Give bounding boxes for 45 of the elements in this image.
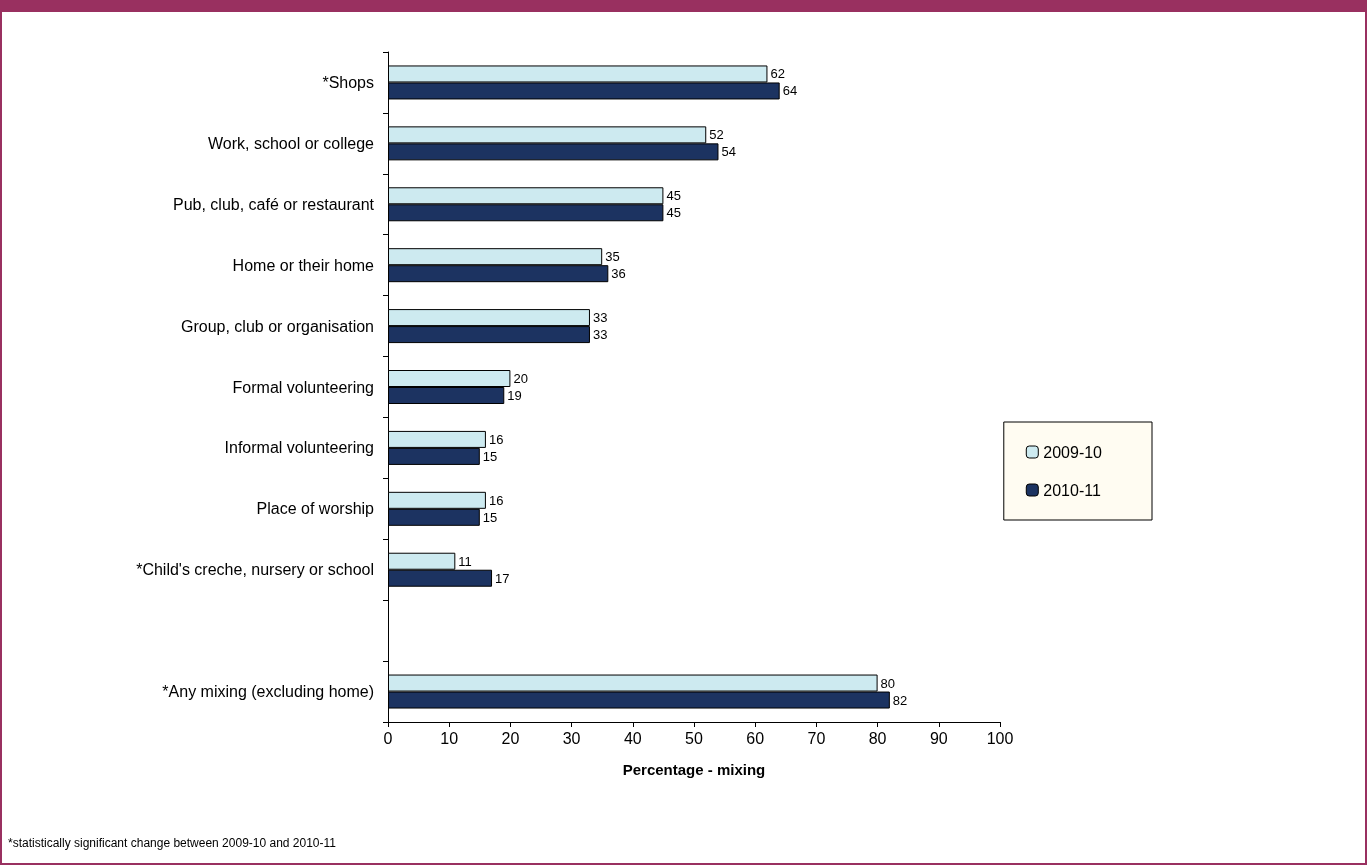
data-label: 15 — [482, 509, 498, 525]
y-tick-label: *Any mixing (excluding home) — [162, 683, 374, 701]
x-tick-label: 20 — [501, 729, 520, 747]
x-tick-label: 100 — [986, 729, 1014, 747]
data-label: 82 — [892, 692, 908, 708]
data-label: 52 — [709, 127, 724, 143]
y-tick-label: Place of worship — [256, 500, 375, 518]
y-tick-label: Pub, club, café or restaurant — [173, 195, 375, 213]
data-label: 19 — [507, 388, 522, 403]
data-label: 62 — [770, 66, 785, 82]
x-tick-label: 80 — [868, 729, 887, 747]
data-label: 15 — [482, 448, 498, 464]
data-label: 33 — [592, 327, 608, 343]
data-label: 11 — [458, 553, 472, 569]
legend-label: 2009-10 — [1043, 443, 1103, 461]
y-tick-label: Home or their home — [232, 256, 375, 274]
y-tick-label: *Shops — [322, 73, 374, 91]
data-label: 80 — [880, 675, 896, 691]
data-label: 33 — [592, 310, 608, 326]
data-label: 17 — [495, 570, 510, 586]
y-tick-label: Informal volunteering — [224, 439, 374, 457]
x-tick-label: 0 — [383, 729, 393, 747]
y-tick-label: *Child's creche, nursery or school — [136, 561, 374, 579]
legend-label: 2010-11 — [1043, 481, 1101, 499]
x-tick-label: 90 — [929, 729, 948, 747]
data-label: 35 — [605, 249, 620, 265]
x-tick-label: 50 — [685, 729, 703, 747]
x-tick-label: 10 — [440, 729, 459, 747]
x-tick-label: 30 — [562, 729, 581, 747]
data-label: 45 — [666, 205, 681, 221]
text: *statistically significant change between 2009-10 and 2010-11 — [8, 836, 336, 850]
data-label: 64 — [782, 83, 798, 99]
data-label: 36 — [611, 266, 626, 282]
x-tick-label: 70 — [807, 729, 826, 747]
x-tick-label: 40 — [623, 729, 642, 747]
x-tick-label: 60 — [746, 729, 765, 747]
y-tick-label: Group, club or organisation — [181, 317, 374, 335]
data-label: 45 — [666, 188, 681, 204]
y-tick-label: Work, school or college — [208, 134, 375, 152]
x-axis-title: Percentage - mixing — [622, 761, 766, 778]
data-label: 54 — [721, 144, 736, 160]
data-label: 20 — [513, 371, 528, 386]
data-label: 16 — [488, 492, 504, 508]
data-label: 16 — [488, 431, 504, 447]
y-tick-label: Formal volunteering — [232, 378, 374, 396]
